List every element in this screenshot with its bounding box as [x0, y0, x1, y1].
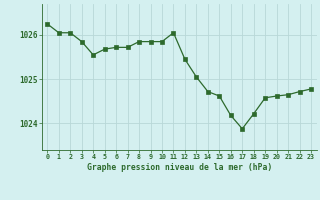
- X-axis label: Graphe pression niveau de la mer (hPa): Graphe pression niveau de la mer (hPa): [87, 163, 272, 172]
